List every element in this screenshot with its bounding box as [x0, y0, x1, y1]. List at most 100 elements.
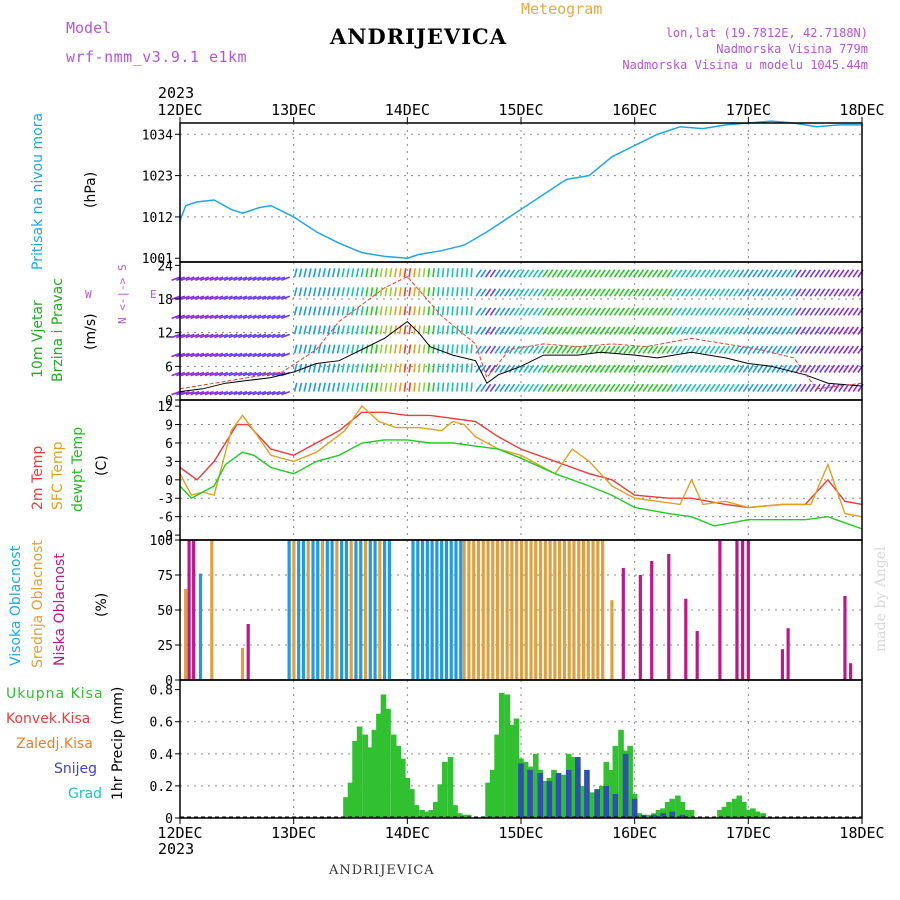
wind-tick: 0 [165, 394, 173, 409]
temp-tick: 9 [165, 419, 173, 434]
cloud-bar [667, 554, 671, 680]
cloud-bar [684, 598, 688, 680]
temp-2m-line [179, 411, 863, 509]
precip-snow-bar [622, 753, 629, 818]
x-tick-bottom: 15DEC [498, 824, 543, 842]
cloud-bar [741, 540, 745, 680]
precip-total-bar [371, 729, 378, 818]
cloud-bar [543, 540, 547, 680]
precip-legend-frz: Zaledj.Kisa [16, 736, 93, 752]
cloud-bar [638, 575, 642, 680]
model-name: wrf-nmm_v3.9.1 e1km [66, 48, 248, 66]
precip-total-bar [679, 801, 686, 818]
cloud-bar [330, 540, 334, 680]
x-tick-top: 15DEC [498, 101, 543, 119]
cloud-bar [435, 540, 439, 680]
wind-speed-line [179, 320, 863, 393]
cloud-bar [572, 540, 576, 680]
x-tick-bottom: 17DEC [726, 824, 771, 842]
cloud-bar [349, 540, 353, 680]
precip-total-bar [432, 801, 439, 818]
pressure-tick: 1001 [142, 252, 173, 267]
precip-total-bar [485, 782, 491, 818]
cloud-bar [505, 540, 509, 680]
cloud-bar [210, 540, 214, 680]
precip-total-bar [428, 809, 435, 818]
cloud-bar [695, 631, 699, 680]
precip-tick: 0.8 [150, 684, 173, 699]
wind-compass-e: E [150, 288, 157, 301]
precip-total-bar [561, 774, 567, 818]
precip-total-bar [726, 801, 732, 818]
cloud-bar [340, 540, 344, 680]
wind-compass-w: W [85, 288, 92, 301]
cloud-bar [359, 540, 363, 680]
cloud-bar [586, 540, 590, 680]
precip-total-bar [404, 777, 411, 818]
precip-legend-total: Ukupna Kisa [6, 686, 104, 702]
precip-total-bar [465, 814, 472, 818]
x-tick-bottom: 12DEC [157, 824, 202, 842]
precip-total-bar [367, 747, 373, 818]
cloud-bar [454, 540, 458, 680]
lonlat: lon,lat (19.7812E, 42.7188N) [665, 26, 868, 40]
cloud-tick: 50 [157, 604, 173, 619]
precip-tick: 0 [165, 812, 173, 827]
cloud-bar [368, 540, 372, 680]
precip-total-bar [380, 694, 387, 818]
precip-total-bar [399, 758, 406, 818]
cloud-bar [558, 540, 562, 680]
cloud-bar [510, 540, 514, 680]
precip-snow-bar [575, 757, 581, 818]
cloud-bar [577, 540, 581, 680]
precip-total-bar [598, 785, 605, 818]
precip-total-bar [736, 795, 743, 818]
temp-tick: -3 [157, 492, 173, 507]
temp-sfc-line [179, 405, 863, 518]
precip-total-bar [612, 745, 619, 818]
precip-total-bar [385, 708, 391, 818]
cloud-bar [524, 540, 528, 680]
precip-total-bar [754, 811, 761, 818]
frame-pressure [179, 122, 863, 263]
temp-tick: 6 [165, 437, 173, 452]
precip-total-bar [542, 781, 548, 818]
cloud-bar [311, 540, 315, 680]
cloud-bar [373, 540, 377, 680]
pressure-line [179, 120, 862, 259]
cloud-bar [562, 540, 567, 680]
precip-legend-conv: Konvek.Kisa [6, 711, 91, 727]
cloud-tick: 100 [150, 534, 173, 549]
cloud-bar [529, 540, 533, 680]
temp-tick: 12 [157, 400, 173, 415]
precip-total-bar [675, 795, 681, 818]
x-tick-bottom: 14DEC [385, 824, 430, 842]
cloud-bar [306, 540, 310, 680]
cloud-bar [553, 540, 557, 680]
cloud-bar [650, 561, 654, 680]
cloud-bar [440, 540, 444, 680]
precip-total-bar [461, 814, 467, 818]
precip-snow-bar [537, 773, 544, 818]
precip-total-bar [419, 809, 425, 818]
precip-total-bar [437, 784, 444, 818]
precip-total-bar [579, 785, 586, 818]
precip-total-bar [664, 801, 671, 818]
cloud-bar [610, 600, 614, 680]
precip-total-bar [447, 757, 454, 818]
precip-total-bar [731, 798, 738, 818]
precip-total-bar [413, 805, 420, 818]
precip-total-bar [343, 797, 349, 818]
cloud-bar [430, 540, 434, 680]
cloud-bar [849, 663, 853, 680]
footer-station: ANDRIJEVICA [329, 863, 435, 878]
cloud-bar [335, 540, 339, 680]
cloud-bar [476, 540, 481, 680]
precip-total-bar [494, 734, 500, 818]
precip-total-bar [442, 761, 448, 818]
cloud-bar [287, 540, 291, 680]
precip-total-bar [347, 782, 354, 818]
cloud-bar [486, 540, 490, 680]
precip-total-bar [589, 792, 596, 818]
